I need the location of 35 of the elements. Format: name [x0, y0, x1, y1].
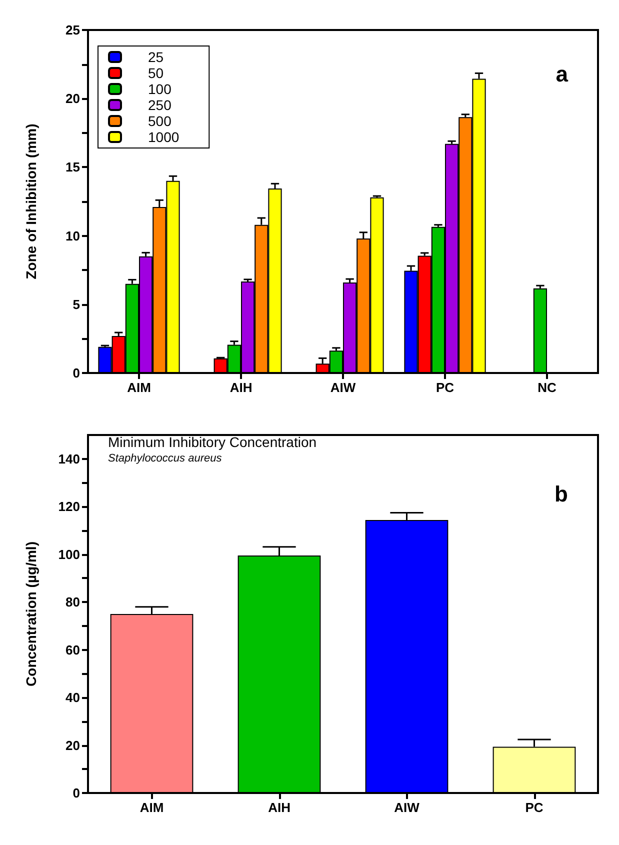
legend-label: 25 — [148, 49, 164, 65]
x-tick-label: AIW — [330, 380, 356, 395]
x-tick-label: AIM — [127, 380, 151, 395]
x-tick-label: AIH — [268, 800, 290, 815]
x-tick-label: PC — [525, 800, 544, 815]
x-tick-label: AIM — [140, 800, 164, 815]
y-tick-label: 140 — [58, 451, 80, 466]
y-tick-label: 100 — [58, 546, 80, 562]
x-tick-label: NC — [538, 380, 557, 395]
y-tick-label: 60 — [66, 642, 80, 658]
annotation: a — [556, 62, 569, 86]
legend-label: 100 — [148, 81, 172, 97]
y-tick-label: 5 — [72, 296, 80, 312]
text: Staphylococcus aureus — [108, 452, 222, 464]
x-tick-label: PC — [436, 380, 455, 395]
legend-label: 250 — [148, 97, 172, 113]
legend-label: 50 — [148, 65, 164, 81]
y-tick-label: 20 — [66, 91, 80, 106]
y-axis-title: Zone of Inhibition (mm) — [23, 124, 39, 280]
y-tick-label: 40 — [66, 690, 80, 706]
y-tick-label: 25 — [66, 22, 80, 38]
x-tick-label: AIW — [394, 800, 420, 815]
y-tick-label: 15 — [66, 160, 80, 175]
x-tick-label: AIH — [230, 380, 252, 395]
y-tick-label: 120 — [58, 499, 80, 514]
legend-label: 1000 — [148, 129, 180, 145]
annotation: b — [554, 482, 568, 506]
y-tick-label: 10 — [66, 228, 80, 244]
y-axis-title: Concentration (µg/ml) — [23, 542, 39, 686]
y-tick-label: 80 — [66, 594, 80, 610]
y-tick-label: 0 — [72, 366, 80, 380]
chart-title: Minimum Inhibitory Concentration — [108, 434, 317, 450]
y-tick-label: 0 — [72, 786, 80, 800]
y-tick-label: 20 — [66, 738, 80, 753]
legend-label: 500 — [148, 113, 172, 129]
